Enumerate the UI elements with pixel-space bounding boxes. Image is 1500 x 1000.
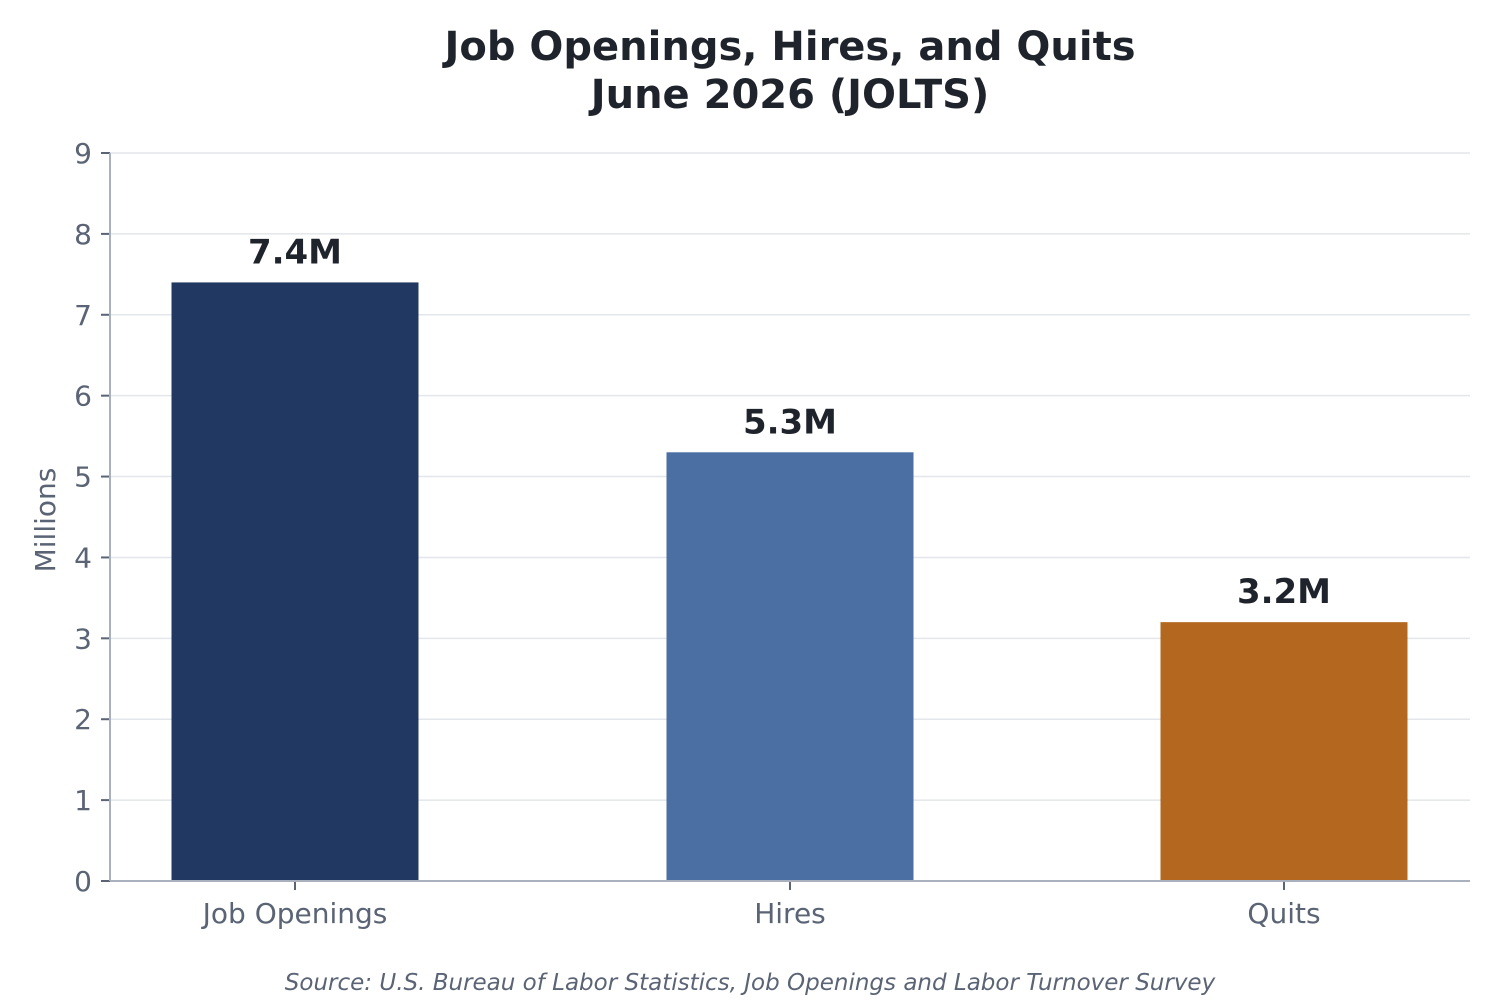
chart-title-line-2: June 2026 (JOLTS) [588, 72, 990, 118]
bar-value-label: 7.4M [248, 232, 342, 272]
bar-quits [1160, 622, 1408, 881]
bars: 7.4M 5.3M 3.2M [171, 232, 1408, 881]
y-tick-label: 7 [74, 299, 92, 332]
x-tick-label: Quits [1247, 897, 1320, 930]
bar-value-label: 5.3M [743, 402, 837, 442]
y-tick-label: 9 [74, 137, 92, 170]
y-axis: 0 1 2 3 4 5 6 7 8 9 [74, 137, 111, 898]
chart-title-line-1: Job Openings, Hires, and Quits [441, 24, 1135, 70]
bar-job-openings [171, 282, 419, 881]
y-axis-label: Millions [29, 468, 62, 573]
y-tick-label: 0 [74, 865, 92, 898]
y-tick-label: 8 [74, 218, 92, 251]
x-axis: Job Openings Hires Quits [110, 880, 1470, 930]
x-tick-label: Hires [754, 897, 826, 930]
y-tick-label: 4 [74, 541, 92, 574]
y-tick-label: 6 [74, 380, 92, 413]
y-tick-label: 3 [74, 622, 92, 655]
y-tick-label: 1 [74, 784, 92, 817]
y-tick-label: 2 [74, 703, 92, 736]
bar-value-label: 3.2M [1237, 572, 1331, 612]
x-tick-label: Job Openings [201, 897, 388, 930]
y-tick-label: 5 [74, 461, 92, 494]
source-note: Source: U.S. Bureau of Labor Statistics,… [285, 970, 1216, 996]
bar-hires [666, 452, 914, 881]
